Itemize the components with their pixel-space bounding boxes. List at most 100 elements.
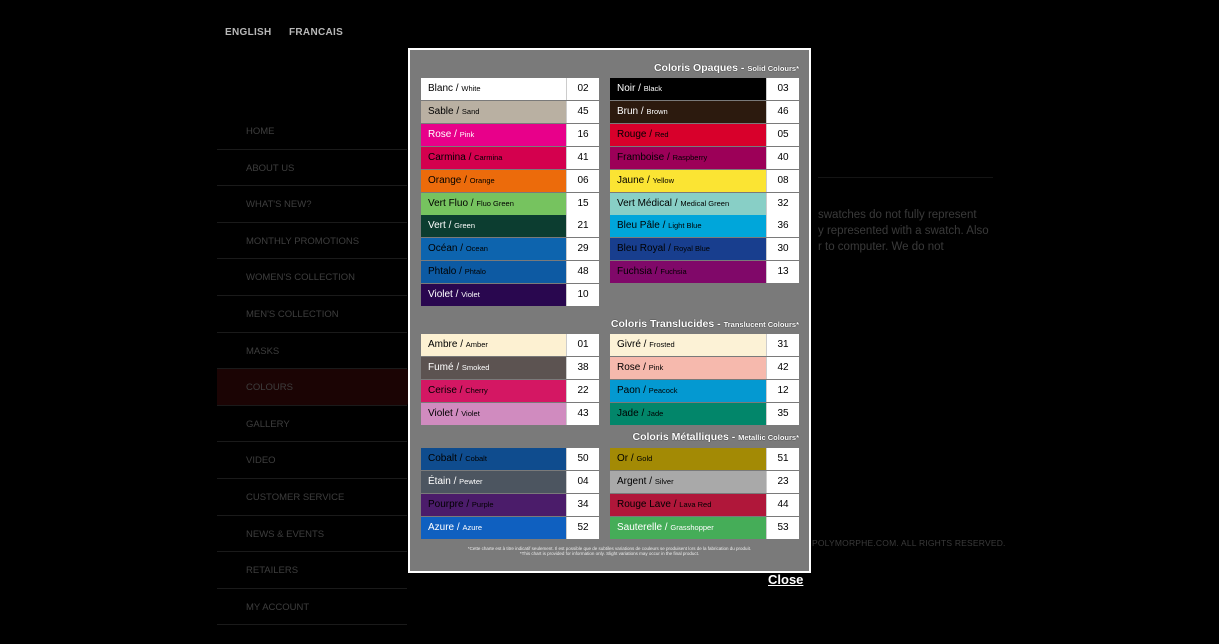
colour-disclaimer-text: swatches do not fully represent y repres…	[818, 207, 998, 255]
lang-english-link[interactable]: ENGLISH	[225, 27, 272, 38]
nav-item-women-s-collection[interactable]: WOMEN'S COLLECTION	[217, 259, 407, 296]
colour-swatch: Or / Gold	[610, 448, 766, 470]
colour-name-fr: Océan	[428, 243, 458, 255]
colour-swatch: Cobalt / Cobalt	[421, 448, 566, 470]
nav-item-my-account[interactable]: MY ACCOUNT	[217, 589, 407, 626]
nav-item-monthly-promotions[interactable]: MONTHLY PROMOTIONS	[217, 223, 407, 260]
colour-swatch: Argent / Silver	[610, 470, 766, 493]
colour-code: 01	[566, 334, 599, 356]
colour-name-fr: Paon	[617, 384, 641, 396]
colour-row: Violet / Violet 43	[421, 402, 599, 425]
lang-francais-link[interactable]: FRANCAIS	[289, 27, 344, 38]
colour-name-en: Orange	[469, 175, 495, 185]
colour-row: Argent / Silver 23	[610, 470, 799, 493]
colour-code: 15	[566, 192, 599, 215]
section-title-fr: Coloris Métalliques	[632, 431, 729, 443]
colour-name-en: Frosted	[649, 340, 675, 349]
colour-name-fr: Noir	[617, 83, 636, 94]
colour-name-en: Yellow	[652, 175, 674, 185]
colour-swatch: Étain / Pewter	[421, 470, 566, 493]
colour-row: Vert / Green 21	[421, 215, 599, 238]
colour-code: 03	[766, 78, 799, 100]
colour-row: Sable / Sand 45	[421, 100, 599, 123]
colour-row: Fuchsia / Fuchsia 13	[610, 261, 799, 284]
colour-name-fr: Givré	[617, 339, 641, 350]
colour-code: 23	[766, 470, 799, 493]
colour-code: 05	[766, 123, 799, 146]
colour-name-en: Green	[454, 221, 475, 231]
colour-swatch: Bleu Pâle / Light Blue	[610, 215, 766, 238]
colour-row: Violet / Violet 10	[421, 284, 599, 307]
nav-item-customer-service[interactable]: CUSTOMER SERVICE	[217, 479, 407, 516]
colour-code: 32	[766, 192, 799, 215]
colour-code: 42	[766, 356, 799, 379]
colour-code: 44	[766, 493, 799, 516]
colour-name-en: Purple	[471, 499, 494, 509]
colour-swatch: Fumé / Smoked	[421, 356, 566, 379]
colour-name-fr: Carmina	[428, 151, 466, 163]
colour-code: 10	[566, 284, 599, 307]
colour-row: Cobalt / Cobalt 50	[421, 448, 599, 470]
colour-code: 13	[766, 261, 799, 284]
colour-name-en: Grasshopper	[670, 522, 714, 532]
colour-row: Cerise / Cherry 22	[421, 379, 599, 402]
colour-code: 45	[566, 100, 599, 123]
colour-swatch: Rouge / Red	[610, 123, 766, 146]
colour-row: Jade / Jade 35	[610, 402, 799, 425]
colour-name-fr: Brun	[617, 105, 639, 117]
colour-swatch: Sauterelle / Grasshopper	[610, 516, 766, 539]
chart-footnote: *Cette charte est à titre indicatif seul…	[420, 546, 799, 556]
footnote-en: *This chart is provided for information …	[519, 551, 700, 556]
colour-code: 41	[566, 146, 599, 169]
colour-name-fr: Ambre	[428, 339, 458, 350]
colour-name-en: Violet	[461, 290, 480, 300]
nav-item-news-events[interactable]: NEWS & EVENTS	[217, 516, 407, 553]
nav-item-masks[interactable]: MASKS	[217, 333, 407, 370]
close-button[interactable]: Close	[768, 572, 804, 587]
nav-item-men-s-collection[interactable]: MEN'S COLLECTION	[217, 296, 407, 333]
colour-row: Vert Fluo / Fluo Green 15	[421, 192, 599, 215]
section-title-en: Metallic Colours*	[738, 433, 799, 442]
colour-swatch: Givré / Frosted	[610, 334, 766, 356]
colour-swatch: Sable / Sand	[421, 100, 566, 123]
colour-name-en: Smoked	[461, 362, 490, 372]
colour-name-en: Red	[654, 129, 669, 139]
colour-swatch: Violet / Violet	[421, 402, 566, 425]
colour-name-fr: Or	[617, 453, 629, 464]
colour-swatch: Jade / Jade	[610, 402, 766, 425]
colour-name-en: Violet	[461, 408, 480, 418]
colour-name-en: Phtalo	[464, 267, 486, 277]
section-title: Coloris Opaques - Solid Colours*	[653, 62, 799, 74]
nav-item-about-us[interactable]: ABOUT US	[217, 150, 407, 187]
colour-swatch: Ambre / Amber	[421, 334, 566, 356]
colour-code: 48	[566, 261, 599, 284]
colour-name-fr: Sable	[428, 105, 454, 117]
colour-row: Brun / Brown 46	[610, 100, 799, 123]
colour-row: Or / Gold 51	[610, 448, 799, 470]
main-nav: HOME ABOUT US WHAT'S NEW? MONTHLY PROMOTION…	[217, 113, 419, 626]
colour-swatch: Jaune / Yellow	[610, 169, 766, 192]
colour-code: 04	[566, 470, 599, 493]
colour-name-fr: Bleu Pâle	[617, 220, 660, 232]
nav-item-what-s-new[interactable]: WHAT'S NEW?	[217, 186, 407, 223]
colour-name-fr: Framboise	[617, 151, 665, 163]
colour-name-fr: Vert Médical	[617, 197, 673, 209]
disclaimer-line: swatches do not fully represent	[818, 209, 977, 221]
nav-item-gallery[interactable]: GALLERY	[217, 406, 407, 443]
nav-item-colours[interactable]: COLOURS	[217, 369, 419, 406]
section-title-fr: Coloris Opaques	[653, 62, 738, 74]
colour-code: 52	[566, 516, 599, 539]
section-title: Coloris Translucides - Translucent Colou…	[610, 318, 799, 330]
colour-name-fr: Rouge	[617, 128, 647, 140]
colour-swatch: Cerise / Cherry	[421, 379, 566, 402]
colour-swatch: Rouge Lave / Lava Red	[610, 493, 766, 516]
nav-item-video[interactable]: VIDEO	[217, 442, 407, 479]
section-title-en: Translucent Colours*	[723, 320, 799, 329]
nav-item-retailers[interactable]: RETAILERS	[217, 552, 407, 589]
colour-code: 22	[566, 379, 599, 402]
colour-name-en: Fuchsia	[660, 267, 687, 277]
nav-item-home[interactable]: HOME	[217, 113, 407, 150]
colour-row: Rouge Lave / Lava Red 44	[610, 493, 799, 516]
colour-code: 31	[766, 334, 799, 356]
colour-name-fr: Violet	[428, 407, 453, 419]
